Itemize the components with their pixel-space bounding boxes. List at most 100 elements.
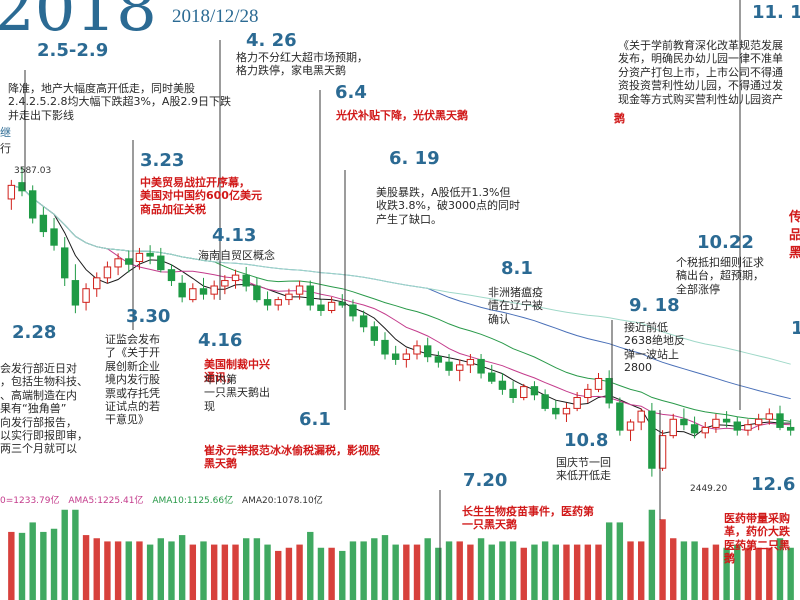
candle-body [18, 182, 26, 192]
volume-bar [403, 544, 410, 600]
candle-body [391, 353, 400, 360]
candle [349, 299, 357, 322]
volume-bar [50, 528, 58, 600]
candle [530, 381, 539, 401]
edge-left-1: 继 [0, 126, 11, 139]
volume-bar [8, 531, 15, 600]
volume-bar [360, 541, 367, 600]
volume-bar [317, 547, 325, 600]
candle-body [754, 418, 763, 426]
volume-bar [285, 547, 293, 600]
candle-body [637, 410, 645, 423]
volume-legend-ma20: AMA20:1078.10亿 [241, 496, 323, 506]
candle [712, 413, 720, 433]
volume-bar [734, 544, 741, 600]
volume-bar [563, 544, 570, 600]
candle [317, 299, 325, 316]
volume-bar [157, 538, 164, 600]
volume-bar [680, 541, 688, 600]
volume-bar [616, 522, 624, 600]
candle-body [242, 274, 250, 287]
candle [189, 283, 197, 303]
candle [50, 218, 58, 251]
volume-bar [275, 550, 282, 600]
date-4-13: 4.13 [212, 225, 257, 246]
volume-bar [371, 538, 378, 600]
candle [477, 354, 485, 379]
volume-legend-vol: 0=1233.79亿 [0, 496, 60, 506]
candle [616, 397, 624, 436]
volume-bar [573, 544, 581, 600]
candle-body [509, 388, 517, 399]
candle [199, 277, 208, 300]
volume-bar [381, 535, 389, 600]
candle-body [7, 184, 16, 200]
volume-bar [595, 544, 602, 600]
candle [285, 288, 293, 306]
volume-bar [339, 550, 346, 600]
candle-body [584, 388, 592, 399]
candle-body [765, 413, 774, 420]
candle-body [541, 394, 549, 409]
volume-bar [18, 532, 26, 600]
date-12-6: 12.6 [751, 474, 796, 495]
volume-bar [243, 538, 250, 600]
candle-body [776, 413, 784, 428]
volume-bar [168, 541, 175, 600]
volume-bar [712, 544, 720, 600]
candle-body [648, 410, 656, 469]
candle-body [370, 326, 379, 341]
candle [327, 296, 336, 314]
note-4-13: 海南自贸区概念 [198, 249, 275, 262]
note-3-30: 证监会发布 了《关于开 展创新企业 境内发行股 票或存托凭 证试点的若 干意见》 [105, 333, 160, 427]
volume-bar [605, 522, 613, 600]
candle-body [327, 301, 336, 311]
candle [263, 291, 272, 311]
volume-bar [210, 544, 218, 600]
candle [754, 413, 763, 431]
note-7-20: 长生生物疫苗事件，医药第 一只黑天鹅 [462, 505, 594, 532]
volume-bar [648, 509, 656, 600]
candle [391, 345, 400, 365]
candle-body [210, 285, 218, 295]
candle-body [178, 282, 186, 298]
volume-bar [232, 544, 239, 600]
candle [605, 370, 613, 409]
candle-body [605, 377, 613, 404]
candle-body [669, 418, 677, 437]
candle [584, 383, 592, 403]
candle-body [733, 421, 741, 431]
candle-body [295, 285, 304, 295]
candle [295, 280, 304, 300]
candle [466, 354, 475, 374]
candle [413, 340, 421, 360]
candle-body [199, 288, 208, 295]
volume-bar [776, 538, 784, 600]
candle [370, 321, 379, 346]
price-high-label: 3587.03 [14, 166, 52, 176]
candle [125, 250, 133, 273]
candle-body [413, 345, 421, 355]
candle [722, 411, 731, 428]
note-6-4: 光伏补贴下降，光伏黑天鹅 [336, 109, 468, 122]
candle-body [93, 277, 101, 290]
candle [786, 419, 795, 436]
candle-body [157, 255, 165, 271]
candle [7, 179, 16, 210]
volume-bar [93, 538, 100, 600]
candle-body [114, 258, 122, 268]
header-date: 2018/12/28 [172, 6, 259, 27]
volume-bar [467, 544, 474, 600]
price-low-label: 2449.20 [690, 484, 728, 494]
candle [28, 185, 37, 224]
candle-body [520, 386, 528, 399]
volume-bar [200, 541, 207, 600]
event-marker-lines [24, 0, 741, 600]
candle [541, 389, 549, 412]
candle-body [189, 288, 197, 301]
candle-body [456, 364, 464, 371]
edge-right-2: 品 [789, 228, 800, 243]
candle-body [701, 426, 709, 434]
candle [39, 207, 48, 238]
